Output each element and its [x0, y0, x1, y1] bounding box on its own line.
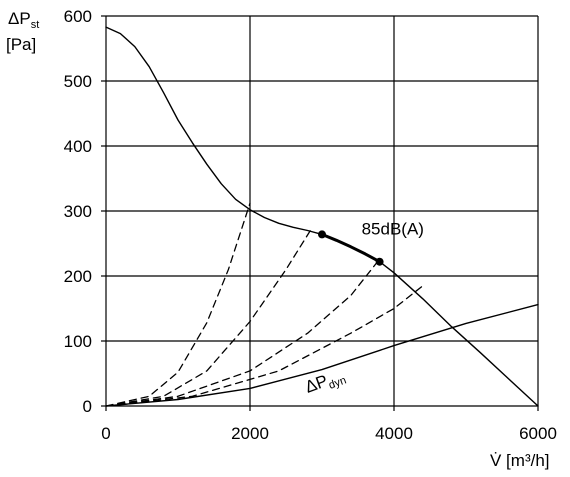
series-line-0 — [105, 26, 539, 407]
series-line-2 — [105, 303, 539, 407]
y-tick-label: 400 — [64, 137, 92, 156]
y-tick-label: 300 — [64, 202, 92, 221]
series-layer — [105, 26, 539, 407]
y-tick-label: 600 — [64, 7, 92, 26]
y-axis-title: ΔPst — [8, 9, 39, 31]
y-tick-label: 500 — [64, 72, 92, 91]
grid — [101, 15, 539, 411]
y-tick-label: 200 — [64, 267, 92, 286]
y-tick-label: 0 — [83, 397, 92, 416]
series-line-1 — [320, 232, 382, 264]
series-line-4 — [105, 228, 312, 407]
markers-layer — [318, 230, 384, 266]
x-tick-label: 6000 — [519, 424, 557, 443]
tick-labels: 0 2000 4000 6000 0 100 200 300 400 500 600 — [64, 7, 557, 443]
operating-point-marker — [375, 257, 384, 266]
y-tick-label: 100 — [64, 332, 92, 351]
series-line-6 — [105, 285, 424, 407]
x-tick-label: 0 — [101, 424, 110, 443]
x-tick-label: 4000 — [375, 424, 413, 443]
x-tick-label: 2000 — [231, 424, 269, 443]
series-line-5 — [105, 258, 381, 407]
y-axis-unit: [Pa] — [6, 35, 36, 54]
noise-level-label: 85dB(A) — [362, 219, 424, 238]
dynamic-pressure-label: ΔPdyn — [302, 365, 348, 400]
x-axis-title: V̇ [m³/h] — [490, 451, 550, 470]
operating-point-marker — [318, 230, 326, 239]
series-line-3 — [105, 202, 251, 407]
